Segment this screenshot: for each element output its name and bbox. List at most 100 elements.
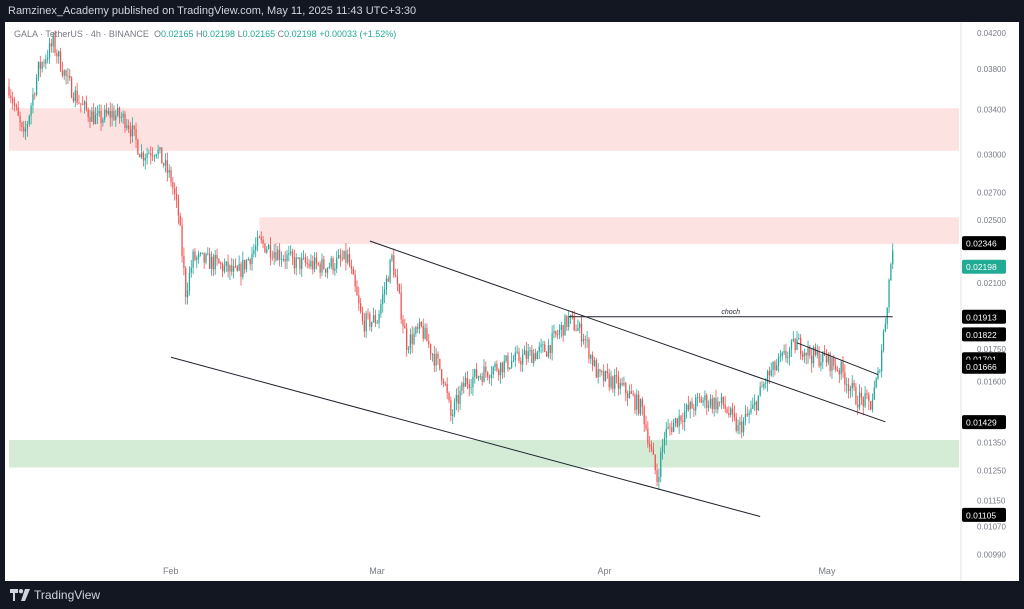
candle-body: [267, 244, 270, 250]
y-tick-label: 0.01070: [977, 522, 1006, 531]
tradingview-brand: TradingView: [34, 588, 101, 602]
candle-body: [529, 350, 531, 352]
candle-body: [827, 353, 829, 363]
candle-body: [328, 266, 330, 268]
candle-body: [822, 351, 824, 363]
symbol-legend: GALA · TetherUS · 4h · BINANCE O0.02165 …: [14, 29, 397, 39]
candle-body: [660, 452, 662, 477]
candle-body: [404, 325, 406, 329]
candle-body: [78, 102, 80, 104]
candle-body: [251, 253, 253, 265]
candle-body: [52, 35, 54, 47]
candle-body: [645, 424, 647, 429]
candle-body: [105, 109, 108, 114]
candle-body: [157, 149, 159, 155]
candle-body: [569, 314, 572, 317]
candle-body: [286, 254, 288, 262]
candle-body: [811, 355, 813, 364]
price-tag-label: 0.02198: [966, 262, 997, 272]
price-tag-label: 0.01701: [966, 355, 997, 365]
tradingview-logo[interactable]: TradingView: [10, 588, 100, 602]
price-tag-label: 0.01429: [966, 418, 997, 428]
candle-body: [649, 443, 651, 447]
high-value: 0.02198: [202, 29, 236, 39]
candle-body: [360, 303, 362, 312]
candle-body: [45, 59, 47, 64]
candle-body: [69, 75, 71, 79]
candle-body: [39, 61, 41, 69]
candle-body: [21, 122, 23, 128]
candle-body: [787, 357, 789, 359]
footer-bar: [0, 581, 1024, 609]
price-tag-bg: [962, 507, 1006, 522]
candle-body: [658, 476, 660, 482]
candle-body: [315, 257, 318, 264]
candle-body: [700, 398, 702, 403]
candle-body: [253, 250, 255, 254]
low-label: L: [237, 29, 243, 39]
candle-body: [428, 341, 430, 345]
y-tick-label: 0.01250: [977, 466, 1006, 475]
candle-body: [185, 268, 187, 298]
candle-body: [59, 51, 62, 71]
candle-body: [301, 258, 303, 270]
candle-body: [371, 321, 373, 327]
y-tick-label: 0.04200: [977, 29, 1006, 38]
candle-body: [809, 346, 811, 356]
candle-body: [586, 339, 588, 341]
candle-body: [133, 125, 135, 130]
candle-body: [70, 78, 73, 98]
candle-body: [503, 360, 505, 373]
candle-body: [450, 400, 452, 416]
candle-body: [671, 427, 673, 432]
candle-body: [661, 445, 664, 453]
price-tag-label: 0.02346: [966, 239, 997, 249]
candle-body: [107, 111, 110, 114]
candle-body: [336, 257, 338, 269]
candle-body: [628, 391, 631, 398]
candle-body: [356, 286, 358, 296]
candle-body: [593, 360, 596, 366]
candle-body: [862, 397, 864, 407]
candle-body: [520, 360, 522, 365]
candle-body: [207, 253, 209, 255]
candle-body: [313, 257, 316, 270]
candle-body: [733, 413, 736, 418]
candle-body: [860, 392, 863, 398]
candle-body: [501, 362, 504, 373]
candle-body: [63, 70, 65, 76]
price-tag-bg: [962, 309, 1006, 324]
candle-body: [391, 255, 393, 260]
price-tag-label: 0.01105: [966, 510, 996, 520]
candle-body: [422, 326, 424, 339]
candle-body: [168, 170, 170, 173]
choch-label: choch: [721, 309, 740, 316]
candle-body: [128, 125, 130, 130]
candle-body: [74, 90, 76, 101]
candle-body: [816, 351, 818, 355]
x-tick-label: Mar: [369, 566, 385, 576]
published-by-text: Ramzinex_Academy published on TradingVie…: [8, 5, 417, 17]
candle-body: [365, 313, 367, 332]
candle-body: [768, 371, 771, 376]
candle-body: [730, 408, 732, 416]
symbol-name: GALA: [14, 29, 38, 39]
candle-body: [24, 128, 27, 132]
candle-body: [875, 378, 877, 388]
candle-body: [48, 43, 51, 58]
candle-body: [776, 365, 778, 371]
candle-body: [43, 62, 45, 64]
candle-body: [647, 428, 649, 444]
candle-body: [796, 339, 798, 350]
candle-body: [118, 108, 121, 118]
candle-body: [507, 355, 509, 369]
candle-body: [538, 346, 540, 352]
candle-body: [220, 263, 222, 265]
candle-body: [510, 361, 513, 368]
candle-body: [367, 313, 369, 315]
price-chart[interactable]: choch 0.04200 0.03800 0.03400 0.03000 0.02700…: [5, 22, 1019, 581]
candle-body: [47, 57, 49, 60]
candle-body: [345, 250, 347, 263]
candle-body: [308, 263, 310, 267]
candle-body: [748, 412, 750, 416]
